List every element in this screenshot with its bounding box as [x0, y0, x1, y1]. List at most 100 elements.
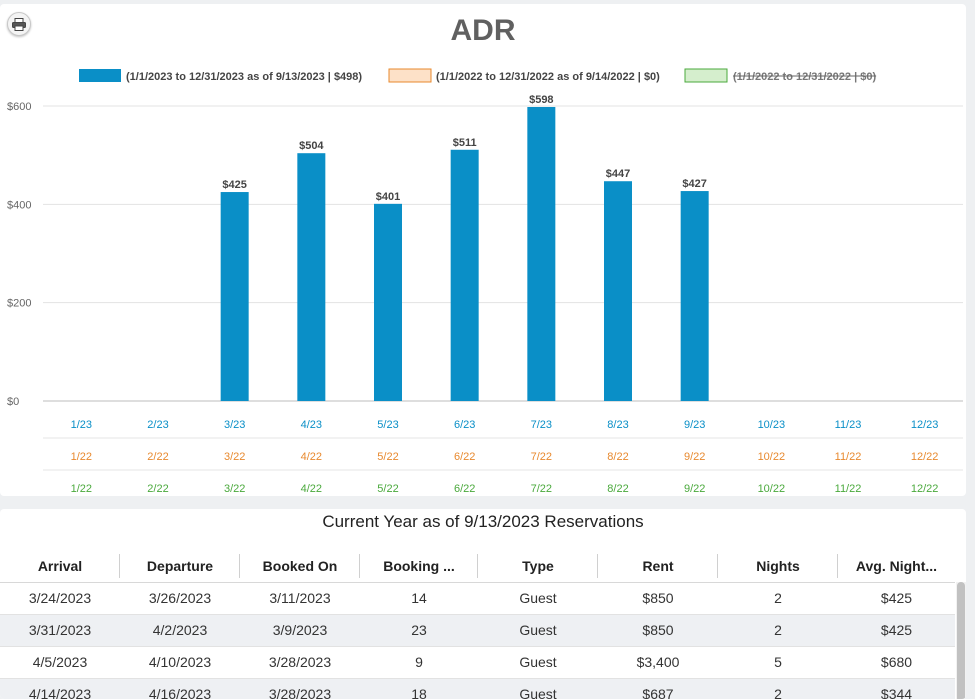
x-category-label: 2/23: [147, 419, 168, 431]
reservations-table: Arrival Departure Booked On Booking ... Type…: [0, 550, 955, 699]
bar-7-23[interactable]: [527, 106, 556, 401]
legend-label[interactable]: (1/1/2023 to 12/31/2023 as of 9/13/2023 …: [126, 71, 362, 83]
bar-data-label: $504: [299, 140, 324, 152]
x-category-label: 6/22: [454, 451, 475, 463]
table-cell: $3,400: [598, 646, 718, 679]
scrollbar-thumb[interactable]: [957, 582, 965, 699]
bar-9-23[interactable]: [680, 191, 709, 401]
legend-label[interactable]: (1/1/2022 to 12/31/2022 | $0): [733, 71, 876, 83]
x-category-label: 2/22: [147, 451, 168, 463]
x-category-label: 9/23: [684, 419, 705, 431]
table-cell: 3/28/2023: [240, 678, 360, 699]
x-category-label: 11/23: [835, 419, 862, 431]
table-cell: 4/2/2023: [120, 614, 240, 647]
column-header[interactable]: Nights: [718, 550, 838, 583]
table-header-row: Arrival Departure Booked On Booking ... Type…: [0, 550, 955, 583]
column-header[interactable]: Arrival: [0, 550, 120, 583]
y-tick-label: $400: [7, 199, 31, 211]
table-cell: $687: [598, 678, 718, 699]
column-header-label: Type: [522, 557, 554, 574]
column-separator[interactable]: [477, 554, 478, 578]
x-category-label: 11/22: [835, 483, 862, 495]
column-header-label: Booked On: [262, 557, 338, 574]
x-category-label: 1/23: [71, 419, 92, 431]
table-cell: $344: [838, 678, 955, 699]
x-category-label: 3/22: [224, 483, 245, 495]
bar-data-label: $447: [606, 168, 630, 180]
bar-data-label: $425: [222, 179, 246, 191]
column-header-label: Booking ...: [383, 557, 455, 574]
x-category-label: 1/22: [71, 483, 92, 495]
bar-8-23[interactable]: [604, 181, 632, 401]
column-separator[interactable]: [837, 554, 838, 578]
column-separator[interactable]: [717, 554, 718, 578]
column-header[interactable]: Booked On: [240, 550, 360, 583]
x-category-label: 1/22: [71, 451, 92, 463]
table-cell: 3/26/2023: [120, 582, 240, 615]
x-category-label: 11/22: [835, 451, 862, 463]
column-header[interactable]: Departure: [120, 550, 240, 583]
x-category-label: 8/23: [607, 419, 628, 431]
table-cell: 5: [718, 646, 838, 679]
table-cell: 14: [360, 582, 478, 615]
column-header[interactable]: Type: [478, 550, 598, 583]
legend-swatch[interactable]: [79, 69, 121, 82]
x-category-label: 8/22: [607, 451, 628, 463]
x-category-label: 9/22: [684, 451, 705, 463]
y-tick-label: $0: [7, 396, 19, 408]
x-category-label: 12/22: [911, 451, 939, 463]
x-category-label: 8/22: [607, 483, 628, 495]
table-row[interactable]: 3/24/2023 3/26/2023 3/11/2023 14 Guest $850 2 $…: [0, 582, 955, 615]
x-category-label: 7/22: [531, 451, 552, 463]
legend-swatch[interactable]: [684, 68, 728, 83]
x-category-label: 4/22: [301, 451, 322, 463]
table-cell: 3/28/2023: [240, 646, 360, 679]
x-category-label: 10/22: [758, 483, 786, 495]
column-separator[interactable]: [119, 554, 120, 578]
table-cell: Guest: [478, 646, 598, 679]
x-category-label: 9/22: [684, 483, 705, 495]
column-header-label: Departure: [146, 557, 214, 574]
adr-bar-chart: (1/1/2023 to 12/31/2023 as of 9/13/2023 …: [7, 68, 963, 495]
bar-4-23[interactable]: [297, 153, 326, 401]
bar-6-23[interactable]: [450, 149, 479, 401]
table-cell: 9: [360, 646, 478, 679]
column-header[interactable]: Booking ...: [360, 550, 478, 583]
table-cell: 18: [360, 678, 478, 699]
table-cell: 2: [718, 614, 838, 647]
table-cell: 23: [360, 614, 478, 647]
table-cell: 2: [718, 678, 838, 699]
y-tick-label: $200: [7, 298, 31, 310]
adr-chart-card: ADR (1/1/2023 to 12/31/2023 as of 9/13/2…: [0, 4, 966, 496]
table-row[interactable]: 4/5/2023 4/10/2023 3/28/2023 9 Guest $3,400 5 $…: [0, 646, 955, 679]
column-header-label: Nights: [756, 557, 800, 574]
legend-label[interactable]: (1/1/2022 to 12/31/2022 as of 9/14/2022 …: [436, 71, 660, 83]
bar-data-label: $401: [376, 191, 400, 203]
x-category-label: 6/23: [454, 419, 475, 431]
x-category-label: 3/23: [224, 419, 245, 431]
table-cell: 4/5/2023: [0, 646, 120, 679]
printer-icon[interactable]: [7, 12, 31, 36]
legend-swatch[interactable]: [388, 68, 432, 83]
table-row[interactable]: 3/31/2023 4/2/2023 3/9/2023 23 Guest $850 2 $42…: [0, 614, 955, 647]
table-cell: $680: [838, 646, 955, 679]
column-header[interactable]: Rent: [598, 550, 718, 583]
column-header-label: Rent: [642, 557, 674, 574]
bar-5-23[interactable]: [374, 203, 402, 401]
table-cell: Guest: [478, 678, 598, 699]
x-category-label: 5/23: [377, 419, 398, 431]
x-category-label: 3/22: [224, 451, 245, 463]
x-category-label: 10/22: [758, 451, 786, 463]
column-separator[interactable]: [239, 554, 240, 578]
bar-data-label: $427: [682, 178, 706, 190]
x-category-label: 7/23: [531, 419, 552, 431]
reservations-card: Current Year as of 9/13/2023 Reservation…: [0, 509, 966, 699]
x-category-label: 4/23: [301, 419, 322, 431]
bar-3-23[interactable]: [220, 192, 249, 401]
y-tick-label: $600: [7, 101, 31, 113]
column-separator[interactable]: [359, 554, 360, 578]
table-row[interactable]: 4/14/2023 4/16/2023 3/28/2023 18 Guest $687 2 $…: [0, 678, 955, 699]
column-separator[interactable]: [597, 554, 598, 578]
table-scrollbar[interactable]: [956, 582, 966, 699]
column-header[interactable]: Avg. Night...: [838, 550, 955, 583]
